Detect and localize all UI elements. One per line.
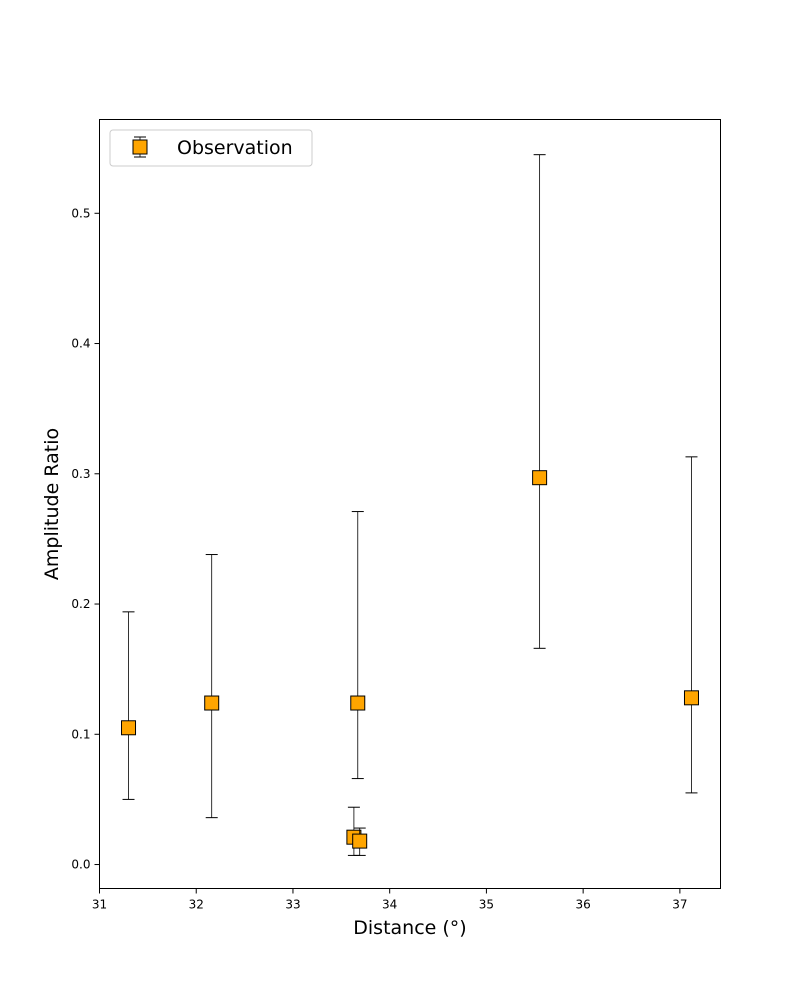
data-point [352, 833, 368, 849]
y-tick-label: 0.3 [71, 467, 90, 481]
x-tick-label: 36 [576, 898, 591, 912]
x-axis-label: Distance (°) [353, 917, 466, 939]
y-tick-label: 0.2 [71, 597, 90, 611]
y-tick-label: 0.5 [71, 206, 90, 220]
y-axis-label: Amplitude Ratio [41, 428, 63, 580]
x-tick-label: 37 [672, 898, 687, 912]
x-tick-label: 32 [189, 898, 204, 912]
x-tick-label: 35 [479, 898, 494, 912]
data-point [204, 695, 220, 711]
data-point [121, 720, 137, 736]
y-tick-label: 0.4 [71, 337, 90, 351]
x-tick-label: 33 [285, 898, 300, 912]
x-axis: 31 32 33 34 35 36 37 [92, 888, 688, 912]
x-tick-label: 31 [92, 898, 107, 912]
legend-marker-icon [132, 139, 148, 155]
y-tick-label: 0.0 [71, 858, 90, 872]
y-axis: 0.0 0.1 0.2 0.3 0.4 0.5 [71, 206, 100, 872]
data-point [532, 470, 548, 486]
data-point [350, 695, 366, 711]
data-point [683, 690, 699, 706]
legend-box [109, 129, 313, 167]
legend: Observation [109, 129, 313, 167]
plot-frame [99, 119, 721, 889]
y-tick-label: 0.1 [71, 727, 90, 741]
data-marks [121, 154, 699, 856]
legend-label: Observation [177, 137, 293, 159]
x-tick-label: 34 [382, 898, 397, 912]
